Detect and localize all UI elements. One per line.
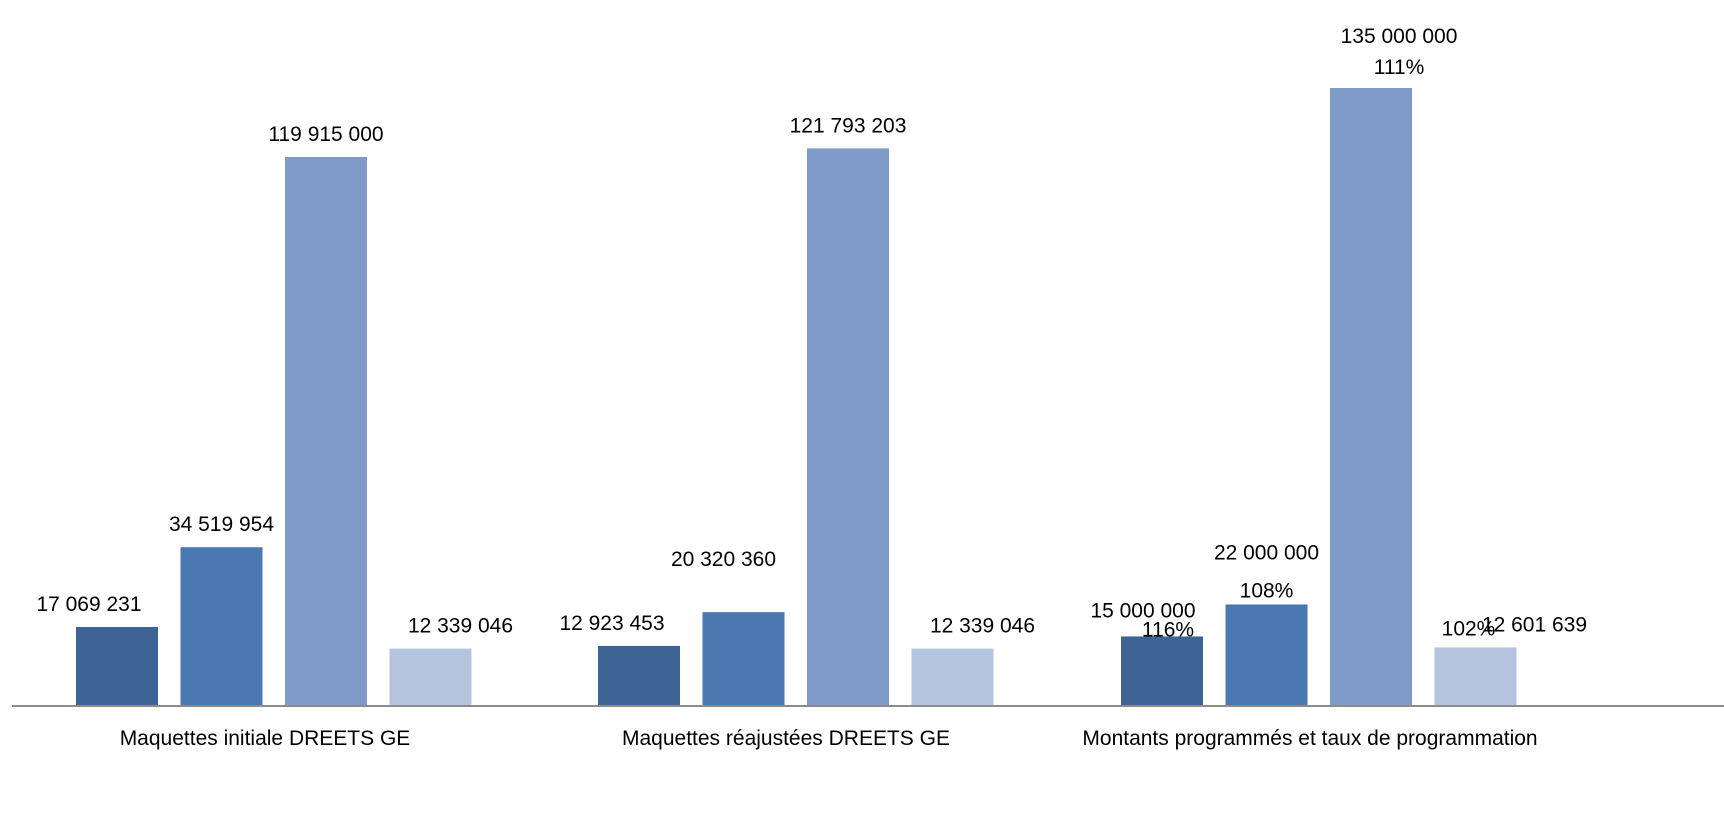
value-label-4-2: 12 339 046 — [930, 615, 1035, 638]
bar-3-1 — [285, 156, 367, 705]
category-label-2: Maquettes réajustées DREETS GE — [622, 727, 950, 750]
bar-2-2 — [702, 612, 785, 705]
value-label-2-2: 20 320 360 — [671, 548, 776, 571]
value-label-2-3: 22 000 000 — [1214, 541, 1319, 564]
bar-4-2 — [911, 648, 994, 705]
value-label-3-3: 135 000 000 — [1341, 25, 1458, 48]
bar-2-1 — [180, 547, 263, 705]
bar-3-3 — [1330, 88, 1412, 705]
bar-4-1 — [389, 648, 472, 705]
bar-4-3 — [1434, 647, 1517, 705]
value-label-1-3: 15 000 000 — [1090, 599, 1195, 622]
category-label-1: Maquettes initiale DREETS GE — [120, 727, 411, 750]
bar-1-3 — [1121, 636, 1203, 705]
value-labels-layer: 17 069 231 12 923 453 116%15 000 000 34 519… — [36, 25, 1587, 641]
value-label-1-1: 17 069 231 — [36, 593, 141, 616]
bar-3-2 — [807, 148, 889, 705]
bar-1-2 — [598, 645, 680, 705]
value-label-3-2: 121 793 203 — [790, 114, 907, 137]
value-label-1-2: 12 923 453 — [559, 612, 664, 635]
bar-1-1 — [76, 626, 158, 705]
rate-label-2-3: 108% — [1240, 579, 1294, 602]
bar-2-3 — [1225, 604, 1308, 705]
value-label-4-1: 12 339 046 — [408, 615, 513, 638]
value-label-3-1: 119 915 000 — [268, 123, 383, 146]
category-labels-layer: Maquettes initiale DREETS GE Maquettes ré… — [120, 727, 1538, 750]
value-label-4-3: 12 601 639 — [1482, 613, 1587, 636]
category-label-3: Montants programmés et taux de programma… — [1082, 727, 1537, 750]
value-label-2-1: 34 519 954 — [169, 513, 274, 536]
rate-label-3-3: 111% — [1374, 56, 1425, 79]
rate-label-1-3: 116% — [1142, 618, 1194, 641]
bars-layer — [76, 88, 1517, 705]
rate-label-4-3: 102% — [1442, 617, 1496, 640]
